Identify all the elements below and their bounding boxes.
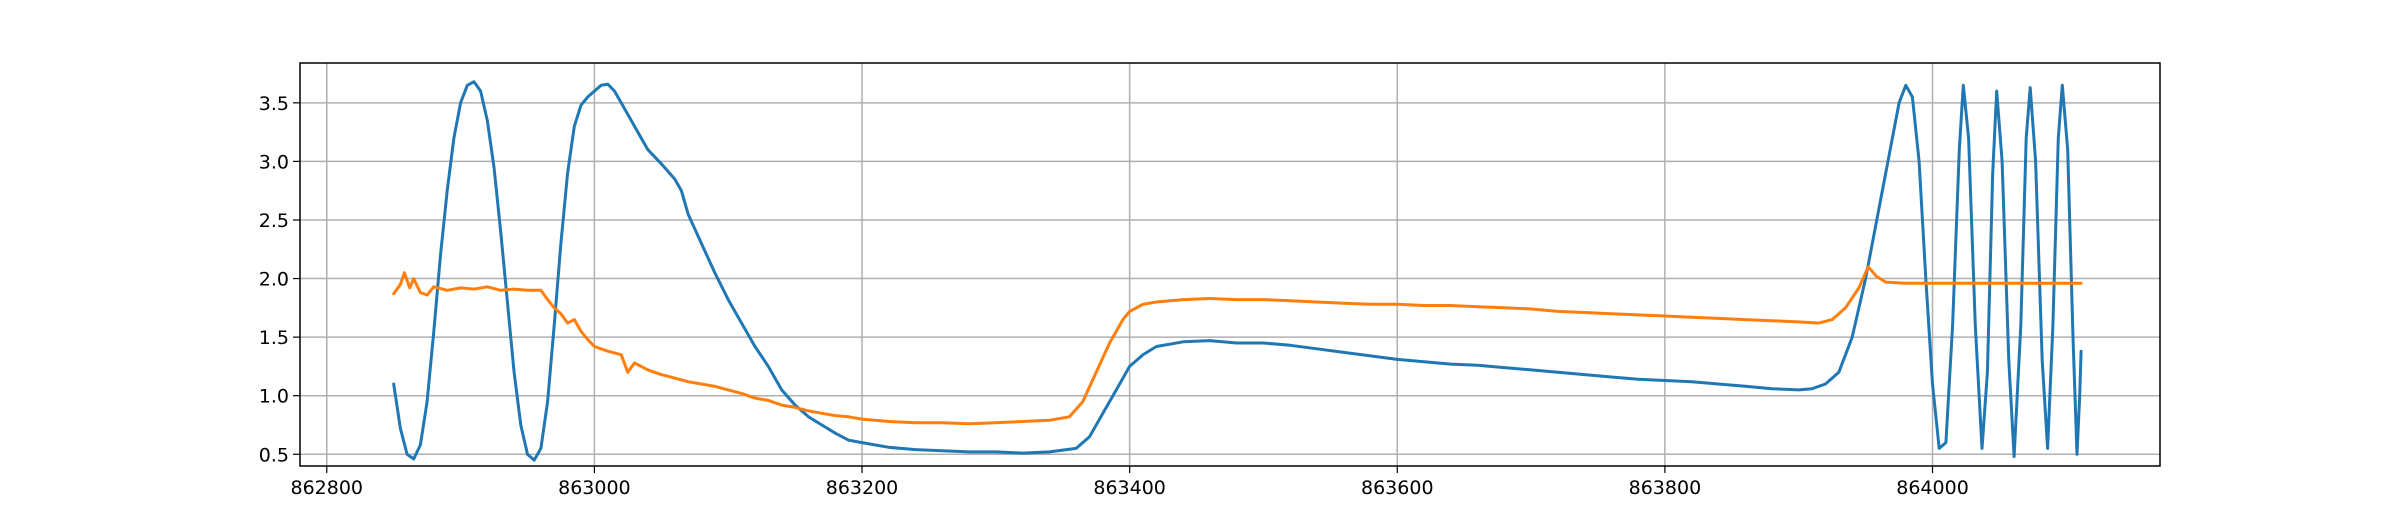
series-line-1 — [392, 80, 2083, 462]
y-tick-label: 3.5 — [259, 93, 289, 115]
x-tick-label: 863600 — [1361, 477, 1434, 499]
series-lines — [392, 80, 2083, 462]
y-tick-label: 2.0 — [259, 269, 289, 291]
x-tick-label: 862800 — [290, 477, 363, 499]
y-tick-label: 2.5 — [259, 210, 289, 232]
y-tick-label: 3.0 — [259, 151, 289, 173]
x-axis: 862800 863000 863200 863400 863600 863800 8640… — [290, 466, 1969, 499]
y-tick-label: 1.5 — [259, 327, 289, 349]
x-tick-label: 864000 — [1896, 477, 1969, 499]
y-tick-label: 0.5 — [259, 444, 289, 466]
series-line-2 — [392, 265, 2083, 426]
y-tick-label: 1.0 — [259, 386, 289, 408]
plot-area — [300, 63, 2160, 466]
grid-lines — [300, 63, 2160, 466]
axes-frame — [299, 62, 2161, 467]
x-tick-label: 863800 — [1629, 477, 1702, 499]
x-tick-label: 863200 — [826, 477, 899, 499]
x-tick-label: 863000 — [558, 477, 631, 499]
y-axis: 0.5 1.0 1.5 2.0 2.5 3.0 3.5 — [259, 93, 300, 466]
x-tick-label: 863400 — [1093, 477, 1166, 499]
